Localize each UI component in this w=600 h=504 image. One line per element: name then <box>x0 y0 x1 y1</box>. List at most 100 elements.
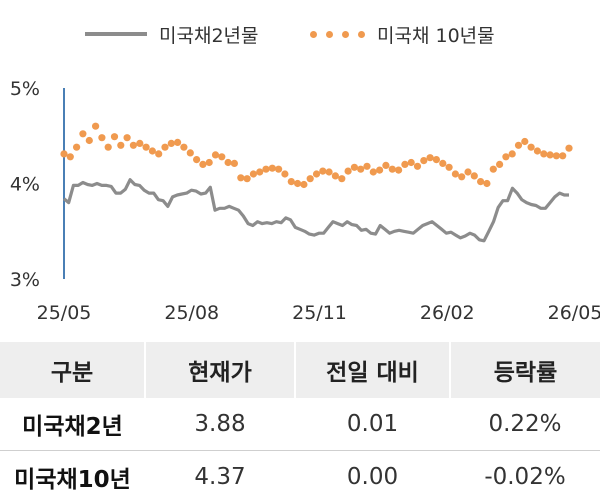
series-point-10y <box>199 160 207 168</box>
series-point-10y <box>60 150 68 158</box>
series-point-10y <box>66 153 74 161</box>
series-point-10y <box>249 170 257 178</box>
legend-line-swatch <box>85 32 147 36</box>
series-point-10y <box>73 143 81 151</box>
series-point-10y <box>489 165 497 173</box>
series-point-10y <box>376 166 384 174</box>
row-change: 0.01 <box>295 398 450 451</box>
series-point-10y <box>306 175 314 183</box>
series-point-10y <box>470 172 478 180</box>
chart-legend: 미국채2년물 미국채 10년물 <box>0 18 600 50</box>
y-tick-label: 3% <box>10 269 40 291</box>
series-point-10y <box>117 141 125 149</box>
series-point-10y <box>161 143 169 151</box>
series-point-10y <box>174 138 182 146</box>
legend-label-2y: 미국채2년물 <box>159 24 259 47</box>
series-point-10y <box>237 174 245 182</box>
series-point-10y <box>319 167 327 175</box>
series-point-10y <box>382 161 390 169</box>
x-tick-label: 25/11 <box>292 302 347 324</box>
series-point-10y <box>98 134 106 142</box>
series-point-10y <box>546 151 554 159</box>
series-point-10y <box>369 168 377 176</box>
series-point-10y <box>129 141 137 149</box>
series-point-10y <box>395 166 403 174</box>
series-point-10y <box>92 122 100 130</box>
series-point-10y <box>552 152 561 160</box>
series-point-10y <box>79 130 87 138</box>
series-point-10y <box>521 137 529 146</box>
series-point-10y <box>180 143 188 151</box>
legend-label-10y: 미국채 10년물 <box>377 24 495 47</box>
series-point-10y <box>325 168 333 176</box>
series-point-10y <box>268 164 276 172</box>
yield-table: 구분 현재가 전일 대비 등락률 미국채2년 3.88 0.01 0.22% 미… <box>0 342 600 503</box>
series-point-10y <box>256 168 264 176</box>
series-point-10y <box>85 136 93 145</box>
series-point-10y <box>496 160 504 168</box>
series-point-10y <box>123 134 131 142</box>
legend-item-2y: 미국채2년물 <box>85 18 259 50</box>
series-point-10y <box>287 178 295 186</box>
x-tick-label: 26/02 <box>420 302 475 324</box>
row-price: 4.37 <box>194 464 246 490</box>
series-point-10y <box>432 156 440 164</box>
header-price: 현재가 <box>145 342 296 398</box>
series-point-10y <box>211 151 220 159</box>
series-line-2y <box>62 178 569 243</box>
y-tick-label: 5% <box>10 78 40 100</box>
series-point-10y <box>243 175 251 183</box>
series-point-10y <box>508 150 516 158</box>
series-point-10y <box>331 172 339 180</box>
legend-item-10y: 미국채 10년물 <box>310 18 495 50</box>
series-point-10y <box>420 157 428 165</box>
series-point-10y <box>281 170 289 178</box>
series-point-10y <box>104 143 112 151</box>
series-point-10y <box>193 156 201 164</box>
series-point-10y <box>445 163 453 171</box>
series-point-10y <box>300 180 308 189</box>
header-change: 전일 대비 <box>295 342 451 398</box>
row-change: 0.00 <box>346 464 399 490</box>
series-point-10y <box>483 179 491 188</box>
series-point-10y <box>363 162 371 170</box>
series-point-10y <box>148 147 156 155</box>
header-change-rate: 등락률 <box>450 342 600 398</box>
x-tick-label: 25/05 <box>37 302 92 324</box>
row-name: 미국채2년 <box>0 398 145 451</box>
series-point-10y <box>186 149 194 157</box>
series-point-10y <box>338 175 346 183</box>
series-point-10y <box>344 167 352 175</box>
series-point-10y <box>458 173 466 181</box>
series-point-10y <box>155 150 163 158</box>
y-tick-label: 4% <box>10 174 40 196</box>
series-point-10y <box>110 133 119 141</box>
series-point-10y <box>350 163 358 171</box>
series-point-10y <box>294 179 302 188</box>
table-row: 미국채10년 4.37 0.00 -0.02% <box>0 451 600 504</box>
series-point-10y <box>224 158 232 167</box>
series-point-10y <box>439 159 447 167</box>
series-point-10y <box>205 158 213 167</box>
series-point-10y <box>407 158 415 167</box>
x-tick-label: 26/05 <box>548 302 600 324</box>
table-row: 미국채2년 3.88 0.01 0.22% <box>0 398 600 451</box>
series-point-10y <box>357 165 365 173</box>
row-change-rate: -0.02% <box>484 464 566 490</box>
series-point-10y <box>275 165 283 173</box>
series-point-10y <box>533 147 542 155</box>
series-point-10y <box>312 170 321 178</box>
series-point-10y <box>514 141 523 149</box>
series-point-10y <box>262 165 270 173</box>
series-point-10y <box>527 143 535 151</box>
series-point-10y <box>142 143 150 151</box>
series-point-10y <box>401 160 409 168</box>
x-tick-label: 25/08 <box>164 302 219 324</box>
series-point-10y <box>565 144 573 152</box>
legend-dots-swatch <box>310 30 365 38</box>
series-point-10y <box>167 139 175 147</box>
series-point-10y <box>451 170 459 178</box>
series-point-10y <box>502 153 510 161</box>
series-point-10y <box>230 159 238 167</box>
yield-line-chart: 3% 4% 5% 25/05 25/08 25/11 26/02 26/05 <box>10 78 600 324</box>
